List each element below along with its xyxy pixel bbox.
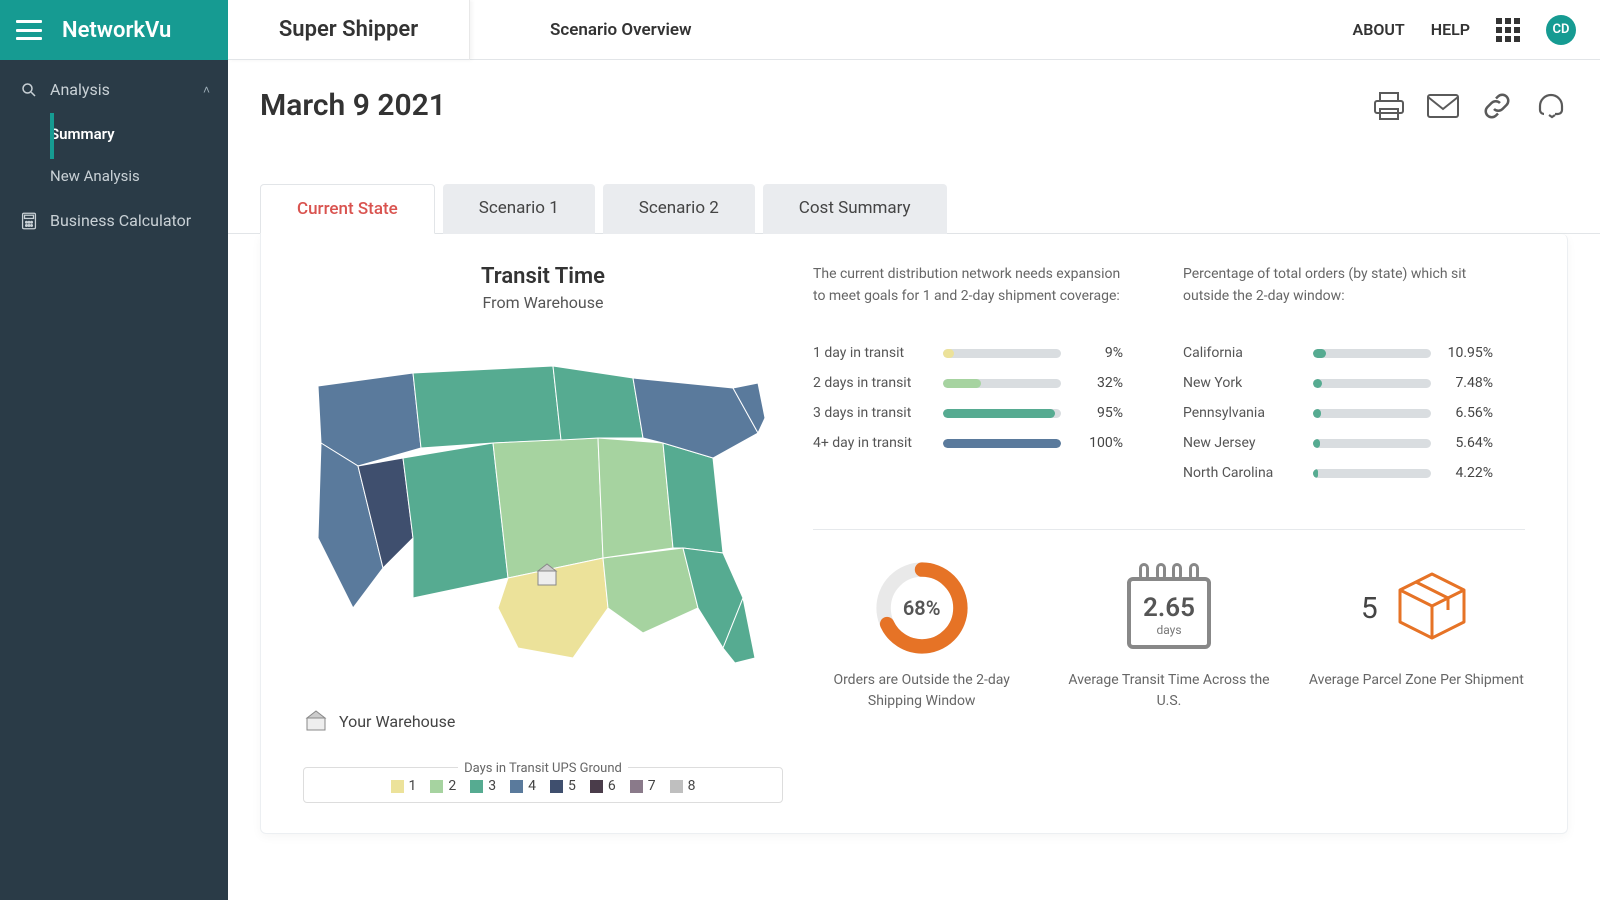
chevron-up-icon: ˄ [203, 83, 210, 97]
support-icon[interactable] [1534, 89, 1568, 123]
sidebar-item-label: Business Calculator [50, 211, 191, 230]
avg-days-value: 2.65 [1143, 593, 1195, 623]
legend-item: 3 [470, 778, 496, 794]
bar-row: 1 day in transit9% [813, 345, 1123, 361]
tab-scenario-2[interactable]: Scenario 2 [603, 184, 755, 234]
warehouse-icon [303, 708, 329, 734]
tabs: Current StateScenario 1Scenario 2Cost Su… [228, 183, 1600, 234]
bar-row: Pennsylvania6.56% [1183, 405, 1493, 421]
kpi-label: Average Parcel Zone Per Shipment [1308, 670, 1525, 691]
help-link[interactable]: HELP [1431, 20, 1470, 39]
tab-current-state[interactable]: Current State [260, 184, 435, 234]
box-icon [1392, 566, 1472, 650]
map-title: Transit Time [303, 264, 783, 289]
sidebar: NetworkVu Analysis ˄ Summary New Analysi… [0, 0, 228, 900]
transit-description: The current distribution network needs e… [813, 264, 1123, 307]
sidebar-item-label: New Analysis [50, 167, 140, 185]
state-description: Percentage of total orders (by state) wh… [1183, 264, 1493, 307]
link-icon[interactable] [1480, 89, 1514, 123]
kpi-outside-window: 68% Orders are Outside the 2-day Shippin… [813, 558, 1030, 712]
kpi-label: Orders are Outside the 2-day Shipping Wi… [813, 670, 1030, 712]
transit-bars: 1 day in transit9% 2 days in transit32% 3 … [813, 345, 1123, 495]
sidebar-item-analysis[interactable]: Analysis ˄ [0, 66, 228, 113]
map-subtitle: From Warehouse [303, 293, 783, 312]
kpi-avg-transit: 2.65 days Average Transit Time Across th… [1060, 558, 1277, 712]
sidebar-top: NetworkVu [0, 0, 228, 60]
bar-row: California10.95% [1183, 345, 1493, 361]
sidebar-item-label: Summary [50, 125, 115, 143]
sidebar-item-label: Analysis [50, 80, 110, 99]
analysis-icon [18, 81, 40, 99]
topbar: Super Shipper Scenario Overview ABOUT HE… [228, 0, 1600, 60]
legend-item: 1 [391, 778, 417, 794]
email-icon[interactable] [1426, 89, 1460, 123]
legend-item: 5 [550, 778, 576, 794]
tab-cost-summary[interactable]: Cost Summary [763, 184, 947, 234]
kpi-avg-zone: 5 Average Parcel Zone Per Shipment [1308, 558, 1525, 712]
print-icon[interactable] [1372, 89, 1406, 123]
page-title: Scenario Overview [550, 20, 692, 40]
about-link[interactable]: ABOUT [1353, 20, 1405, 39]
bar-row: New York7.48% [1183, 375, 1493, 391]
page-date-title: March 9 2021 [260, 88, 446, 123]
legend-item: 7 [630, 778, 656, 794]
us-map [303, 348, 783, 672]
hamburger-icon[interactable] [16, 20, 42, 40]
sidebar-subitem-summary[interactable]: Summary [50, 113, 228, 155]
shipper-name: Super Shipper [228, 0, 470, 60]
user-avatar[interactable]: CD [1546, 15, 1576, 45]
apps-grid-icon[interactable] [1496, 18, 1520, 42]
legend-item: 2 [430, 778, 456, 794]
legend-title: Days in Transit UPS Ground [458, 761, 628, 776]
warehouse-legend-label: Your Warehouse [339, 712, 455, 731]
legend-item: 8 [670, 778, 696, 794]
calendar-icon: 2.65 days [1121, 563, 1217, 653]
sidebar-subitem-new-analysis[interactable]: New Analysis [50, 155, 228, 197]
bar-row: 4+ day in transit100% [813, 435, 1123, 451]
kpi-label: Average Transit Time Across the U.S. [1060, 670, 1277, 712]
calculator-icon [18, 212, 40, 230]
zone-value: 5 [1361, 591, 1378, 626]
brand-logo: NetworkVu [62, 18, 171, 43]
sidebar-item-business-calculator[interactable]: Business Calculator [0, 197, 228, 244]
bar-row: North Carolina4.22% [1183, 465, 1493, 481]
legend-item: 4 [510, 778, 536, 794]
state-bars: California10.95% New York7.48% Pennsylvani… [1183, 345, 1493, 495]
donut-chart: 68% [874, 560, 970, 656]
bar-row: 2 days in transit32% [813, 375, 1123, 391]
bar-row: New Jersey5.64% [1183, 435, 1493, 451]
legend-item: 6 [590, 778, 616, 794]
tab-scenario-1[interactable]: Scenario 1 [443, 184, 595, 234]
bar-row: 3 days in transit95% [813, 405, 1123, 421]
avg-days-unit: days [1156, 623, 1181, 637]
donut-value: 68% [874, 560, 970, 656]
